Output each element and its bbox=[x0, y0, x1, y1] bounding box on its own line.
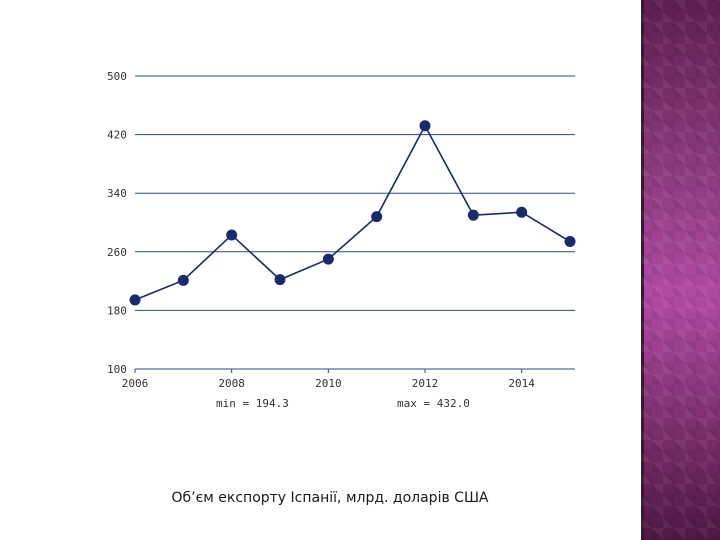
grid-lines bbox=[135, 75, 575, 370]
data-point-2014 bbox=[516, 206, 528, 218]
x-axis-ticks: 2006 2008 2010 2012 2014 bbox=[122, 369, 535, 390]
y-tick-label: 260 bbox=[107, 246, 127, 259]
x-tick-label: 2008 bbox=[218, 377, 245, 390]
data-points bbox=[129, 120, 576, 306]
y-tick-label: 100 bbox=[107, 363, 127, 376]
x-tick-label: 2010 bbox=[315, 377, 342, 390]
x-tick-label: 2012 bbox=[412, 377, 439, 390]
data-point-2008 bbox=[226, 229, 238, 241]
min-label: min = 194.3 bbox=[216, 397, 289, 410]
max-label: max = 432.0 bbox=[397, 397, 470, 410]
data-point-2011 bbox=[371, 211, 383, 223]
x-tick-label: 2006 bbox=[122, 377, 149, 390]
x-tick-label: 2014 bbox=[508, 377, 535, 390]
data-point-2009 bbox=[274, 274, 286, 286]
data-point-2007 bbox=[177, 274, 189, 286]
y-tick-label: 420 bbox=[107, 129, 127, 142]
y-tick-label: 180 bbox=[107, 304, 127, 317]
decorative-side-band bbox=[641, 0, 720, 540]
series-line bbox=[134, 124, 571, 301]
y-axis-ticks: 500 420 340 260 180 100 bbox=[107, 70, 127, 376]
y-tick-label: 340 bbox=[107, 187, 127, 200]
data-point-2010 bbox=[322, 253, 334, 265]
data-point-2015 bbox=[564, 236, 576, 248]
chart-caption: Об’єм експорту Іспанії, млрд. доларів СШ… bbox=[171, 490, 489, 506]
data-point-2006 bbox=[129, 294, 141, 306]
series-polyline bbox=[134, 124, 571, 301]
data-point-2012 bbox=[419, 120, 431, 132]
y-tick-label: 500 bbox=[107, 70, 127, 83]
data-point-2013 bbox=[467, 209, 479, 221]
